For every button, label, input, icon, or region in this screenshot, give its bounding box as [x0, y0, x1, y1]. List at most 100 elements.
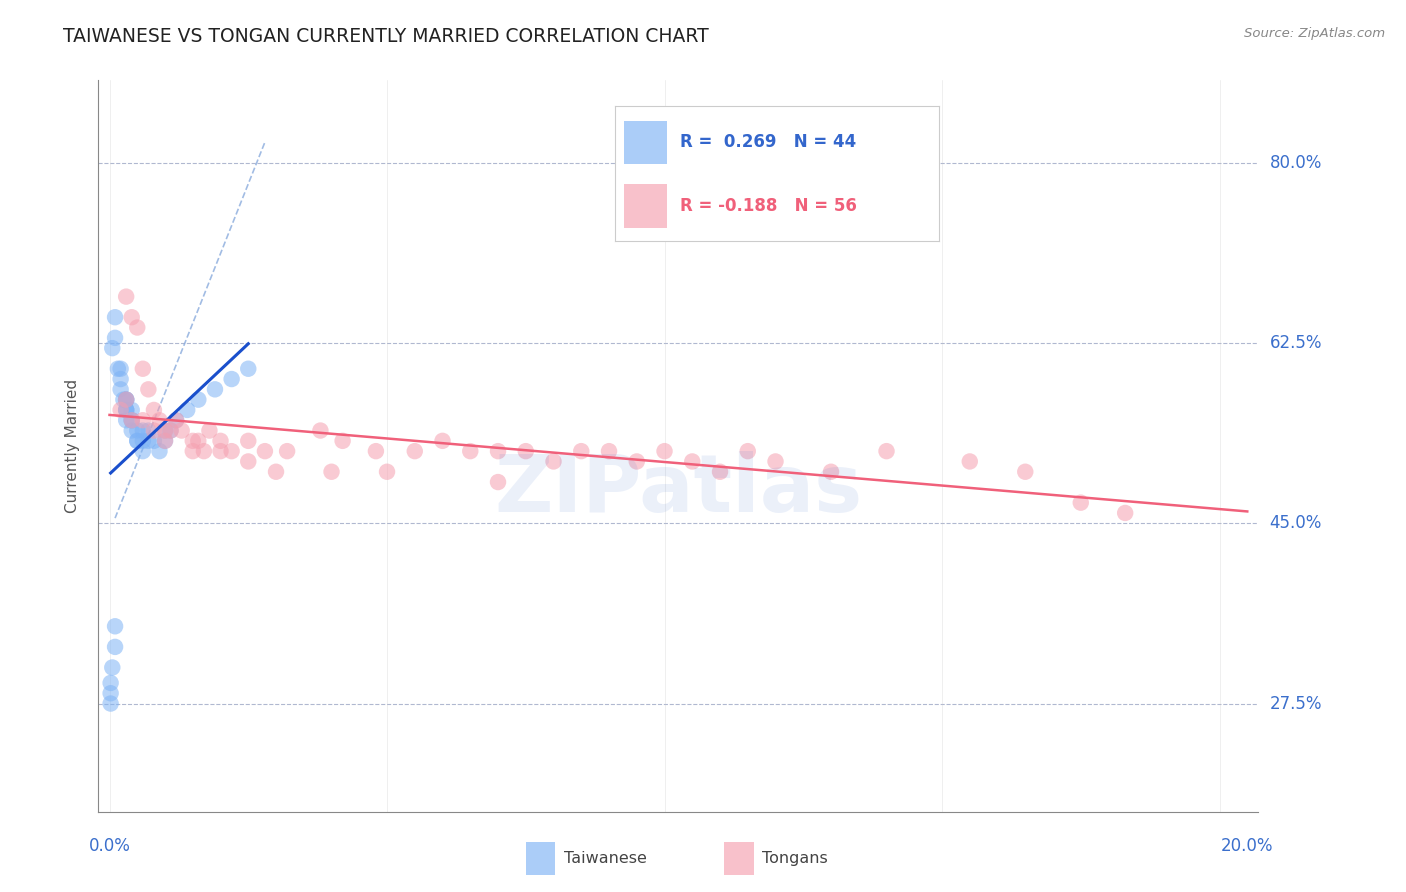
- Point: [121, 310, 143, 325]
- Point: [115, 290, 138, 304]
- Point: [110, 361, 132, 376]
- Point: [820, 465, 842, 479]
- Point: [176, 403, 198, 417]
- Point: [101, 341, 124, 355]
- Point: [142, 434, 165, 448]
- Bar: [724, 842, 754, 874]
- Point: [110, 403, 132, 417]
- Point: [181, 444, 204, 458]
- Text: 45.0%: 45.0%: [1270, 515, 1322, 533]
- Point: [165, 413, 187, 427]
- Point: [153, 434, 176, 448]
- Point: [112, 392, 135, 407]
- Point: [153, 424, 176, 438]
- Point: [132, 413, 155, 427]
- Point: [486, 475, 509, 489]
- Point: [115, 392, 138, 407]
- Text: TAIWANESE VS TONGAN CURRENTLY MARRIED CORRELATION CHART: TAIWANESE VS TONGAN CURRENTLY MARRIED CO…: [63, 27, 709, 45]
- Bar: [526, 842, 555, 874]
- Point: [101, 660, 124, 674]
- Text: ZIPatlas: ZIPatlas: [495, 450, 862, 529]
- Point: [100, 676, 122, 690]
- Point: [364, 444, 387, 458]
- Y-axis label: Currently Married: Currently Married: [65, 379, 80, 513]
- Point: [110, 372, 132, 386]
- Point: [127, 434, 149, 448]
- Point: [404, 444, 426, 458]
- Point: [148, 413, 170, 427]
- Point: [193, 444, 215, 458]
- Point: [515, 444, 537, 458]
- Point: [127, 434, 149, 448]
- Point: [104, 310, 127, 325]
- Point: [104, 331, 127, 345]
- Point: [654, 444, 676, 458]
- Point: [321, 465, 343, 479]
- Point: [486, 444, 509, 458]
- Point: [765, 454, 787, 468]
- Point: [221, 444, 243, 458]
- Point: [115, 403, 138, 417]
- Point: [104, 619, 127, 633]
- Point: [458, 444, 481, 458]
- Point: [121, 413, 143, 427]
- Text: 80.0%: 80.0%: [1270, 153, 1322, 171]
- Point: [110, 382, 132, 396]
- Point: [132, 444, 155, 458]
- Point: [276, 444, 298, 458]
- Point: [165, 413, 187, 427]
- Text: 0.0%: 0.0%: [89, 837, 131, 855]
- Text: Taiwanese: Taiwanese: [564, 851, 647, 866]
- Point: [1014, 465, 1036, 479]
- Point: [127, 424, 149, 438]
- Point: [127, 320, 149, 334]
- Point: [598, 444, 620, 458]
- Point: [709, 465, 731, 479]
- Point: [115, 392, 138, 407]
- Point: [121, 413, 143, 427]
- Point: [309, 424, 332, 438]
- Point: [253, 444, 276, 458]
- Point: [737, 444, 759, 458]
- Point: [121, 403, 143, 417]
- Point: [100, 686, 122, 700]
- Point: [100, 697, 122, 711]
- Point: [204, 382, 226, 396]
- Point: [1070, 496, 1092, 510]
- Text: 20.0%: 20.0%: [1220, 837, 1274, 855]
- Point: [148, 444, 170, 458]
- Point: [375, 465, 398, 479]
- Point: [238, 361, 260, 376]
- Point: [132, 424, 155, 438]
- Point: [138, 434, 160, 448]
- Point: [198, 424, 221, 438]
- Point: [159, 424, 181, 438]
- Text: 62.5%: 62.5%: [1270, 334, 1322, 352]
- Point: [142, 424, 165, 438]
- Point: [181, 434, 204, 448]
- Point: [876, 444, 898, 458]
- Point: [569, 444, 592, 458]
- Point: [626, 454, 648, 468]
- Point: [153, 424, 176, 438]
- Point: [221, 372, 243, 386]
- Point: [238, 434, 260, 448]
- Point: [264, 465, 287, 479]
- Point: [104, 640, 127, 654]
- Point: [138, 382, 160, 396]
- Point: [115, 392, 138, 407]
- Point: [1114, 506, 1136, 520]
- Text: Tongans: Tongans: [762, 851, 828, 866]
- Point: [115, 413, 138, 427]
- Text: 27.5%: 27.5%: [1270, 695, 1322, 713]
- Point: [121, 413, 143, 427]
- Point: [115, 392, 138, 407]
- Point: [159, 424, 181, 438]
- Point: [332, 434, 354, 448]
- Point: [187, 392, 209, 407]
- Point: [107, 361, 129, 376]
- Point: [681, 454, 703, 468]
- Text: Source: ZipAtlas.com: Source: ZipAtlas.com: [1244, 27, 1385, 40]
- Point: [115, 403, 138, 417]
- Point: [432, 434, 454, 448]
